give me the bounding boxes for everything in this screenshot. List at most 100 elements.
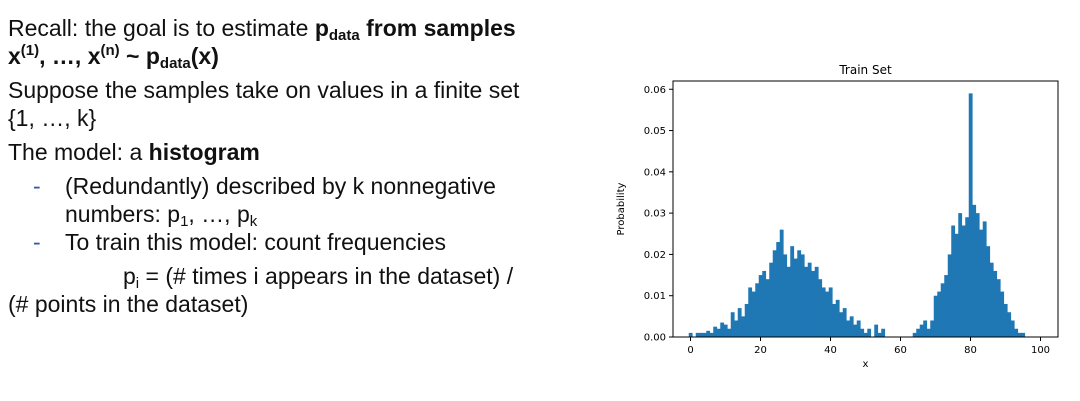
suppose-line: Suppose the samples take on values in a … (8, 77, 520, 103)
histogram-bar (993, 270, 998, 337)
from-samples-text: from samples (359, 15, 516, 41)
x-tick-label: 40 (824, 345, 837, 356)
histogram-bar (930, 320, 935, 337)
histogram-bar (912, 332, 917, 337)
histogram-bar (923, 320, 928, 337)
histogram-bar (755, 283, 760, 337)
histogram-bar (783, 254, 788, 337)
histogram-bar (804, 266, 809, 337)
histogram-bar (853, 324, 858, 337)
histogram-bar (734, 320, 739, 337)
histogram-bar (800, 254, 805, 337)
y-tick-label: 0.01 (644, 291, 666, 302)
histogram-bar (695, 332, 700, 337)
histogram-bar (856, 320, 861, 337)
histogram-bar (769, 262, 774, 337)
model-line: The model: a histogram (8, 138, 608, 166)
histogram-bar (713, 326, 718, 337)
slide-text: Recall: the goal is to estimate pdata fr… (8, 14, 608, 318)
histogram-bar (972, 204, 977, 337)
histogram-bar (706, 330, 711, 337)
histogram-bar (723, 324, 728, 337)
x-axis-label: x (863, 359, 869, 370)
histogram-bar (751, 291, 756, 337)
histogram-bar (849, 316, 854, 337)
x-tick-label: 0 (687, 345, 693, 356)
histogram-bar (1000, 291, 1005, 337)
goal-text: Recall: the goal is to estimate (8, 15, 315, 41)
y-tick-label: 0.05 (644, 126, 666, 137)
bullet-2: - To train this model: count frequencies (8, 228, 608, 256)
goal-line: Recall: the goal is to estimate pdata fr… (8, 14, 608, 44)
histogram-bar (989, 262, 994, 337)
histogram-bar (951, 225, 956, 337)
histogram-bar (709, 332, 714, 337)
histogram-bar (979, 229, 984, 337)
histogram-bar (986, 246, 991, 337)
subscript-1: 1 (180, 213, 189, 230)
superscript-1: (1) (20, 42, 40, 59)
histogram-bar (954, 233, 959, 337)
histogram-bar (793, 258, 798, 337)
histogram-bar (786, 266, 791, 337)
histogram-bar (860, 328, 865, 337)
superscript-n: (n) (100, 42, 120, 59)
histogram-bar (874, 324, 879, 337)
y-tick-label: 0.02 (644, 250, 666, 261)
histogram-bar (688, 332, 693, 337)
histogram-bar (1003, 303, 1008, 337)
formula-line: pi = (# times i appears in the dataset) … (8, 262, 608, 291)
numbers-text: numbers: p (65, 201, 181, 227)
histogram-bar (821, 287, 826, 337)
histogram-bar (730, 312, 735, 337)
data-subscript: data (328, 27, 360, 44)
model-text: The model: a (8, 139, 149, 165)
y-tick-label: 0.00 (644, 333, 666, 344)
plot-frame (672, 80, 1059, 338)
y-tick-label: 0.04 (644, 167, 666, 178)
histogram-bar (797, 250, 802, 337)
tilde-p: ~ p (119, 43, 160, 69)
histogram-bar (828, 287, 833, 337)
histogram-bar (737, 308, 742, 337)
formula-text: = (# times i appears in the dataset) / (139, 263, 514, 289)
formula-line-2: (# points in the dataset) (8, 291, 249, 317)
histogram-bar (716, 328, 721, 337)
histogram-bar (996, 279, 1001, 337)
x-tick-label: 20 (754, 345, 767, 356)
of-x: (x) (190, 43, 219, 69)
histogram-bar (748, 287, 753, 337)
histogram-bar (1010, 320, 1015, 337)
histogram-term: histogram (148, 139, 260, 165)
chart-title: Train Set (838, 63, 892, 77)
histogram-bar (1007, 312, 1012, 337)
histogram-bar (720, 322, 725, 337)
x-symbol: x (8, 43, 21, 69)
y-axis-label: Probability (616, 182, 627, 235)
y-tick-label: 0.06 (644, 85, 666, 96)
histogram-bar (814, 266, 819, 337)
histogram-bar (741, 316, 746, 337)
x-tick-label: 60 (894, 345, 907, 356)
bullet-dash: - (33, 173, 41, 199)
x-tick-label: 100 (1031, 345, 1050, 356)
histogram-bar (982, 221, 987, 337)
chart-svg: 0 20 40 60 80 100 0.00 0.01 0.02 0.03 0.04 0.05 0.06… (616, 63, 1059, 370)
histogram-bar (863, 332, 868, 337)
histogram-bar (762, 270, 767, 337)
histogram-bar (877, 332, 882, 337)
histogram-bar (940, 283, 945, 337)
x-tick-label: 80 (964, 345, 977, 356)
histogram-bar (1017, 332, 1022, 337)
histogram-bar (968, 93, 973, 337)
ellipsis-p: , …, p (188, 201, 250, 227)
histogram-bar (867, 328, 872, 337)
histogram-bar (926, 328, 931, 337)
histogram-bar (933, 295, 938, 337)
histogram-bar (846, 320, 851, 337)
histogram-bar (842, 308, 847, 337)
histogram-bar (881, 328, 886, 337)
histogram-bar (744, 303, 749, 337)
bullet-1-text: (Redundantly) described by k nonnegative (65, 173, 496, 199)
histogram-bar (975, 213, 980, 337)
